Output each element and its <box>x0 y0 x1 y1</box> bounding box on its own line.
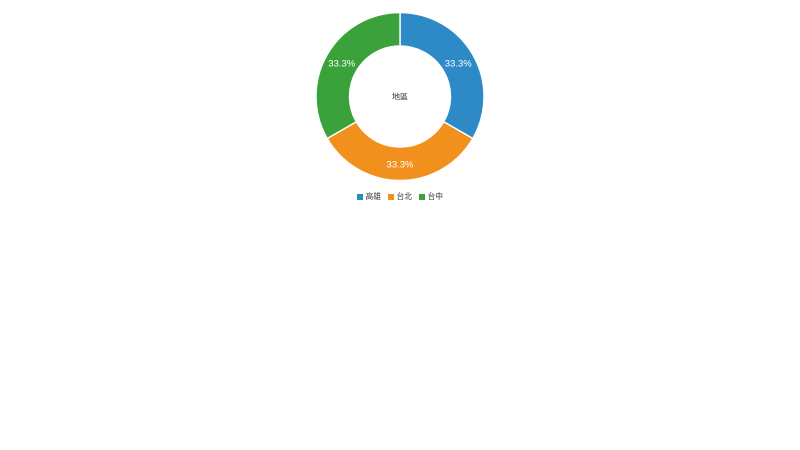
svg-text:33.3%: 33.3% <box>387 159 414 170</box>
svg-text:33.3%: 33.3% <box>328 58 355 69</box>
svg-text:33.3%: 33.3% <box>445 58 472 69</box>
